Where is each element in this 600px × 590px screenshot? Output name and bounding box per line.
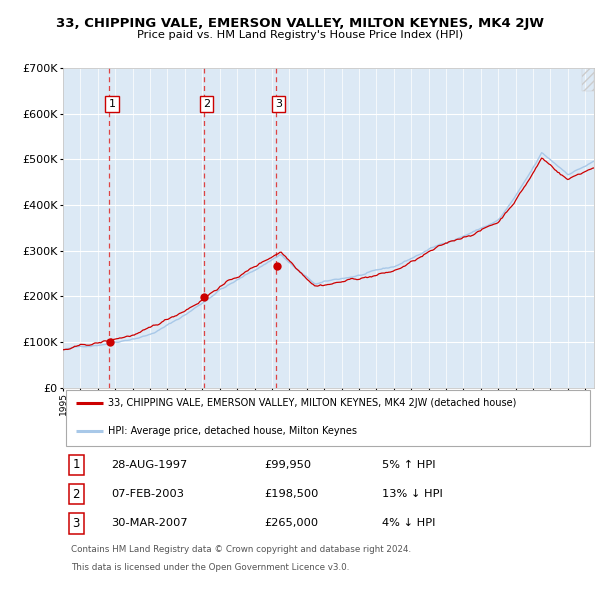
Text: 3: 3 bbox=[275, 99, 283, 109]
Text: £99,950: £99,950 bbox=[265, 460, 312, 470]
Text: 5% ↑ HPI: 5% ↑ HPI bbox=[382, 460, 435, 470]
Text: 33, CHIPPING VALE, EMERSON VALLEY, MILTON KEYNES, MK4 2JW (detached house): 33, CHIPPING VALE, EMERSON VALLEY, MILTO… bbox=[108, 398, 517, 408]
Text: 1: 1 bbox=[109, 99, 115, 109]
Text: 07-FEB-2003: 07-FEB-2003 bbox=[111, 489, 184, 499]
FancyBboxPatch shape bbox=[65, 390, 590, 446]
Text: Price paid vs. HM Land Registry's House Price Index (HPI): Price paid vs. HM Land Registry's House … bbox=[137, 30, 463, 40]
Text: 28-AUG-1997: 28-AUG-1997 bbox=[111, 460, 187, 470]
Text: Contains HM Land Registry data © Crown copyright and database right 2024.: Contains HM Land Registry data © Crown c… bbox=[71, 545, 411, 554]
Text: 30-MAR-2007: 30-MAR-2007 bbox=[111, 518, 187, 528]
Text: £265,000: £265,000 bbox=[265, 518, 319, 528]
Text: 4% ↓ HPI: 4% ↓ HPI bbox=[382, 518, 435, 528]
Text: £198,500: £198,500 bbox=[265, 489, 319, 499]
Text: 2: 2 bbox=[203, 99, 210, 109]
Text: HPI: Average price, detached house, Milton Keynes: HPI: Average price, detached house, Milt… bbox=[108, 427, 357, 437]
Text: 3: 3 bbox=[73, 517, 80, 530]
Text: This data is licensed under the Open Government Licence v3.0.: This data is licensed under the Open Gov… bbox=[71, 563, 349, 572]
Text: 2: 2 bbox=[73, 487, 80, 500]
Text: 33, CHIPPING VALE, EMERSON VALLEY, MILTON KEYNES, MK4 2JW: 33, CHIPPING VALE, EMERSON VALLEY, MILTO… bbox=[56, 17, 544, 30]
Text: 1: 1 bbox=[73, 458, 80, 471]
Text: 13% ↓ HPI: 13% ↓ HPI bbox=[382, 489, 442, 499]
